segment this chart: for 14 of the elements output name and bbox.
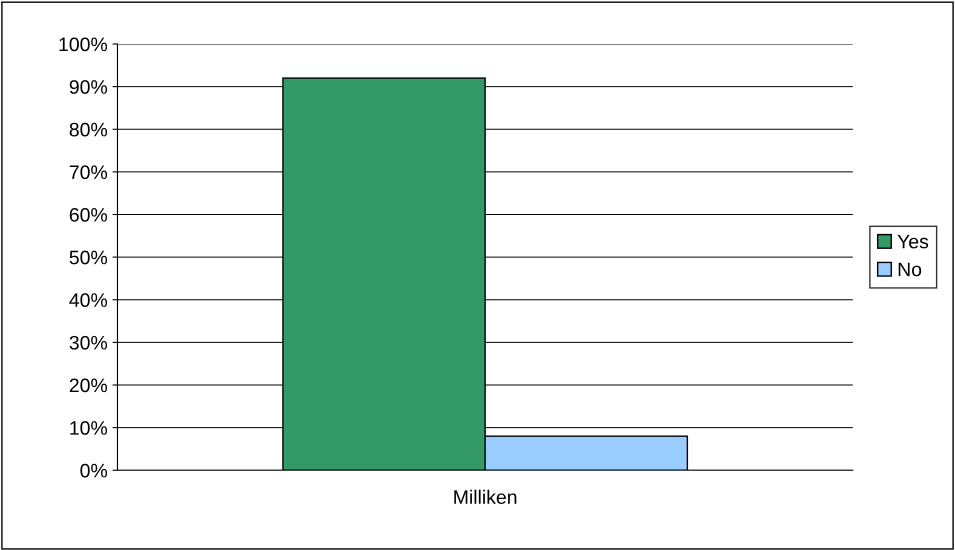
y-tick-label: 30%	[70, 336, 108, 350]
legend-label: No	[898, 262, 922, 276]
y-tick-label: 10%	[70, 421, 108, 435]
y-tick-label: 50%	[70, 250, 108, 264]
y-tick-label: 60%	[70, 208, 108, 222]
y-tick-label: 70%	[70, 165, 108, 180]
legend-label: Yes	[898, 234, 928, 248]
y-tick-label: 40%	[69, 293, 108, 307]
y-tick-label: 100%	[59, 37, 108, 52]
y-tick-label: 0%	[80, 464, 108, 478]
y-tick-label: 20%	[70, 378, 108, 392]
y-tick-label: 90%	[70, 80, 108, 94]
y-tick-label: 80%	[70, 122, 108, 136]
x-tick-label: Milliken	[454, 490, 516, 504]
